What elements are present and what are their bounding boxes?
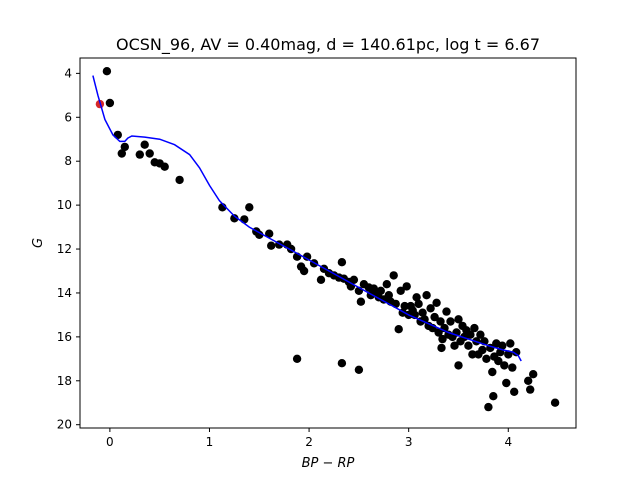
data-point [426, 304, 435, 313]
data-point [512, 348, 521, 357]
data-point [464, 341, 473, 350]
data-point [478, 345, 487, 355]
data-point [432, 298, 441, 307]
data-point [356, 297, 366, 306]
data-point [498, 341, 507, 350]
data-point [175, 175, 184, 185]
data-point [230, 214, 239, 223]
plot-frame [79, 57, 577, 429]
isochrone-line [92, 75, 522, 362]
y-tick-label: 10 [57, 198, 72, 212]
data-point [434, 328, 443, 337]
data-point [120, 142, 129, 152]
data-point [337, 258, 347, 267]
data-point [105, 98, 115, 108]
data-point [454, 315, 463, 324]
data-point [292, 354, 302, 363]
data-point [436, 317, 445, 326]
data-point [135, 150, 144, 159]
data-point [510, 387, 519, 396]
data-point [482, 354, 491, 363]
chart-title: OCSN_96, AV = 0.40mag, d = 140.61pc, log… [116, 35, 540, 55]
y-tick-label: 8 [64, 154, 72, 168]
y-tick-label: 18 [57, 374, 72, 388]
data-point [494, 356, 503, 366]
data-point [160, 162, 169, 171]
data-point [550, 398, 560, 407]
data-point [454, 361, 463, 370]
data-point [476, 330, 485, 339]
data-point [376, 286, 385, 295]
data-point [400, 301, 409, 311]
x-tick-label: 4 [504, 435, 512, 449]
data-point [299, 266, 309, 276]
x-tick-label: 2 [305, 435, 313, 449]
data-point [145, 149, 154, 158]
data-point [488, 367, 497, 377]
x-tick-label: 3 [405, 435, 413, 449]
data-point [508, 363, 517, 372]
data-point [466, 330, 475, 339]
data-point [438, 334, 447, 344]
data-point [396, 286, 405, 295]
data-point [524, 376, 533, 385]
data-point [412, 293, 421, 302]
data-point [437, 343, 446, 353]
y-tick-label: 4 [64, 66, 72, 80]
y-axis-label: G [31, 238, 46, 248]
data-point [245, 203, 254, 212]
data-point [316, 275, 326, 284]
data-point [349, 275, 359, 284]
data-point [337, 359, 347, 368]
data-point [267, 241, 276, 250]
data-point [382, 280, 391, 289]
data-point [140, 140, 149, 149]
data-point [430, 312, 439, 322]
data-point [526, 385, 535, 394]
data-point [102, 67, 112, 76]
data-point [422, 291, 431, 300]
data-point [255, 230, 264, 239]
data-point [442, 307, 451, 316]
data-point [384, 291, 393, 300]
data-point [402, 282, 411, 291]
data-point [446, 317, 455, 326]
y-tick-label: 20 [57, 418, 72, 432]
data-point [484, 402, 493, 412]
y-tick-label: 6 [64, 110, 72, 124]
data-point [489, 392, 498, 401]
data-point [418, 308, 427, 317]
y-tick-label: 16 [57, 330, 72, 344]
data-point [354, 365, 364, 374]
data-point [529, 370, 538, 379]
x-axis-label: BP − RP [302, 456, 355, 471]
data-point [470, 323, 479, 333]
data-point [389, 271, 398, 280]
data-point [394, 325, 403, 334]
data-point [500, 361, 509, 370]
data-point [450, 341, 459, 350]
data-point [502, 378, 511, 388]
data-point [117, 149, 127, 158]
x-tick-label: 0 [106, 435, 114, 449]
data-point [302, 252, 312, 261]
y-tick-label: 12 [57, 242, 72, 256]
data-point [414, 299, 423, 309]
data-point [265, 229, 274, 238]
data-point [506, 339, 515, 348]
y-tick-label: 14 [57, 286, 72, 300]
data-point [113, 130, 123, 140]
x-tick-label: 1 [206, 435, 214, 449]
data-point [468, 350, 477, 359]
data-point [240, 215, 249, 224]
